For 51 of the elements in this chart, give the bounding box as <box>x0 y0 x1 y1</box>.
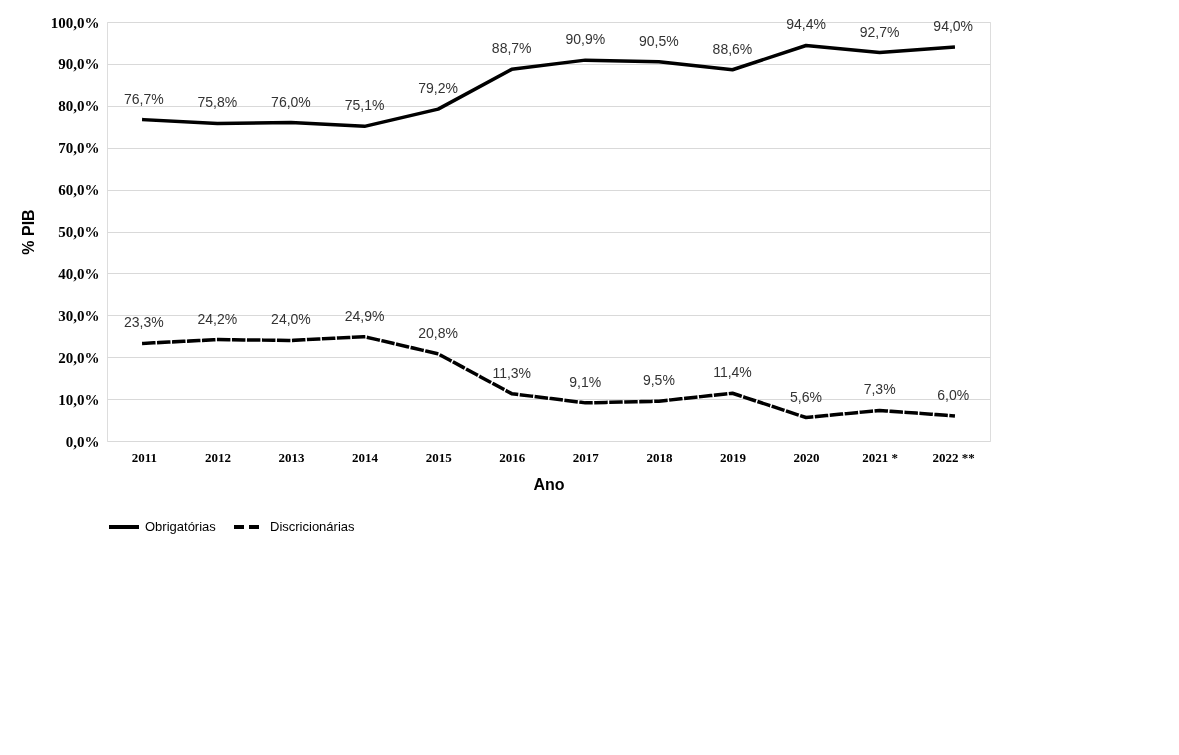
x-tick-label: 2022 ** <box>932 449 975 465</box>
data-label: 76,7% <box>123 90 164 107</box>
y-tick-label: 100,0% <box>50 14 100 31</box>
data-label: 24,2% <box>197 310 238 327</box>
data-label: 88,6% <box>712 40 753 57</box>
data-label: 94,0% <box>933 18 974 35</box>
y-tick-label: 80,0% <box>58 98 100 115</box>
data-label: 6,0% <box>937 386 970 403</box>
x-tick-label: 2020 <box>793 449 820 465</box>
legend-label: Obrigatórias <box>145 519 217 534</box>
data-label: 88,7% <box>491 40 532 57</box>
data-label: 75,8% <box>197 94 238 111</box>
data-label: 79,2% <box>418 80 458 97</box>
x-tick-label: 2017 <box>572 449 600 465</box>
x-axis-title: Ano <box>533 475 565 493</box>
data-label: 5,6% <box>790 388 822 405</box>
data-label: 90,9% <box>565 31 606 48</box>
data-label: 90,5% <box>639 32 679 49</box>
data-label: 7,3% <box>863 381 896 398</box>
x-tick-label: 2018 <box>646 449 673 465</box>
y-tick-label: 0,0% <box>65 433 100 450</box>
y-tick-label: 20,0% <box>58 349 100 366</box>
y-tick-label: 70,0% <box>58 140 100 157</box>
y-tick-label: 60,0% <box>58 182 100 199</box>
data-label: 11,4% <box>713 364 752 381</box>
data-label: 92,7% <box>859 23 900 40</box>
data-label: 11,3% <box>492 364 532 381</box>
y-tick-label: 10,0% <box>58 391 100 408</box>
data-label: 94,4% <box>786 16 826 33</box>
data-label: 76,0% <box>271 93 311 110</box>
legend-label: Discricionárias <box>270 519 356 534</box>
x-tick-label: 2019 <box>719 449 747 465</box>
y-axis-title: % PIB <box>19 209 37 255</box>
y-tick-label: 40,0% <box>58 265 100 282</box>
y-tick-label: 30,0% <box>58 307 100 324</box>
x-tick-label: 2011 <box>131 449 157 465</box>
data-label: 20,8% <box>418 324 458 341</box>
x-tick-label: 2014 <box>352 449 379 465</box>
x-tick-label: 2016 <box>499 449 526 465</box>
x-tick-label: 2015 <box>425 449 453 465</box>
y-tick-label: 50,0% <box>58 224 100 240</box>
y-tick-label: 90,0% <box>58 56 100 73</box>
data-label: 9,5% <box>642 372 675 389</box>
data-label: 9,1% <box>569 373 602 390</box>
data-label: 75,1% <box>344 97 385 114</box>
data-label: 24,0% <box>271 311 311 328</box>
x-tick-label: 2013 <box>278 449 305 465</box>
data-label: 24,9% <box>344 307 385 324</box>
x-tick-label: 2021 * <box>862 449 898 465</box>
x-tick-label: 2012 <box>204 449 231 465</box>
data-label: 23,3% <box>123 314 164 331</box>
